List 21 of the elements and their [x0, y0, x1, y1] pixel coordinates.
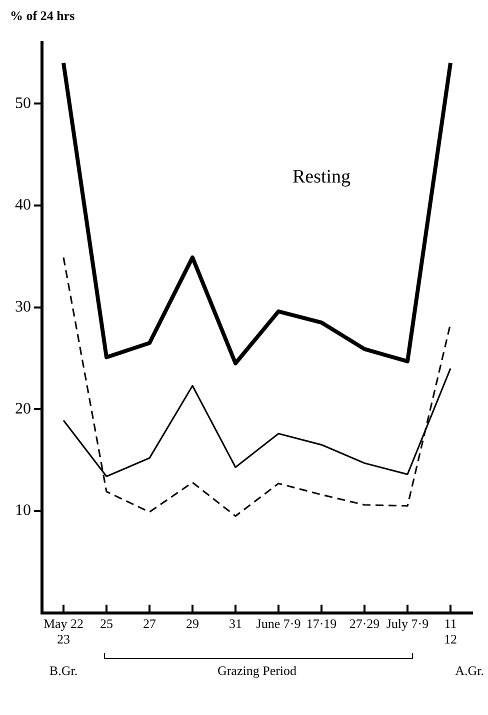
y-tick-label: 20 — [15, 400, 31, 418]
x-tick-label: May 22 23 — [43, 616, 84, 647]
text: B.Gr. — [49, 662, 78, 678]
x-tick-label: June 7·9 — [256, 616, 301, 632]
x-tick-label: 11 12 — [444, 616, 457, 647]
x-tick-label: 17·19 — [306, 616, 337, 632]
x-tick-label: 27 — [143, 616, 156, 632]
text: Grazing Period — [217, 662, 298, 678]
x-tick-label: 27·29 — [349, 616, 380, 632]
y-tick-label: 30 — [15, 298, 31, 316]
y-axis-title: % of 24 hrs — [9, 8, 76, 25]
line-series — [62, 256, 452, 517]
y-tick-label: 40 — [15, 196, 31, 214]
text: A.Gr. — [455, 662, 484, 678]
x-tick-label: 31 — [229, 616, 242, 632]
y-tick-label: 50 — [15, 94, 31, 112]
text: Resting — [292, 166, 352, 188]
y-tick-label: 10 — [15, 502, 31, 520]
x-tick-label: July 7·9 — [386, 616, 429, 632]
x-tick-label: 25 — [100, 616, 113, 632]
x-tick-label: 29 — [186, 616, 199, 632]
